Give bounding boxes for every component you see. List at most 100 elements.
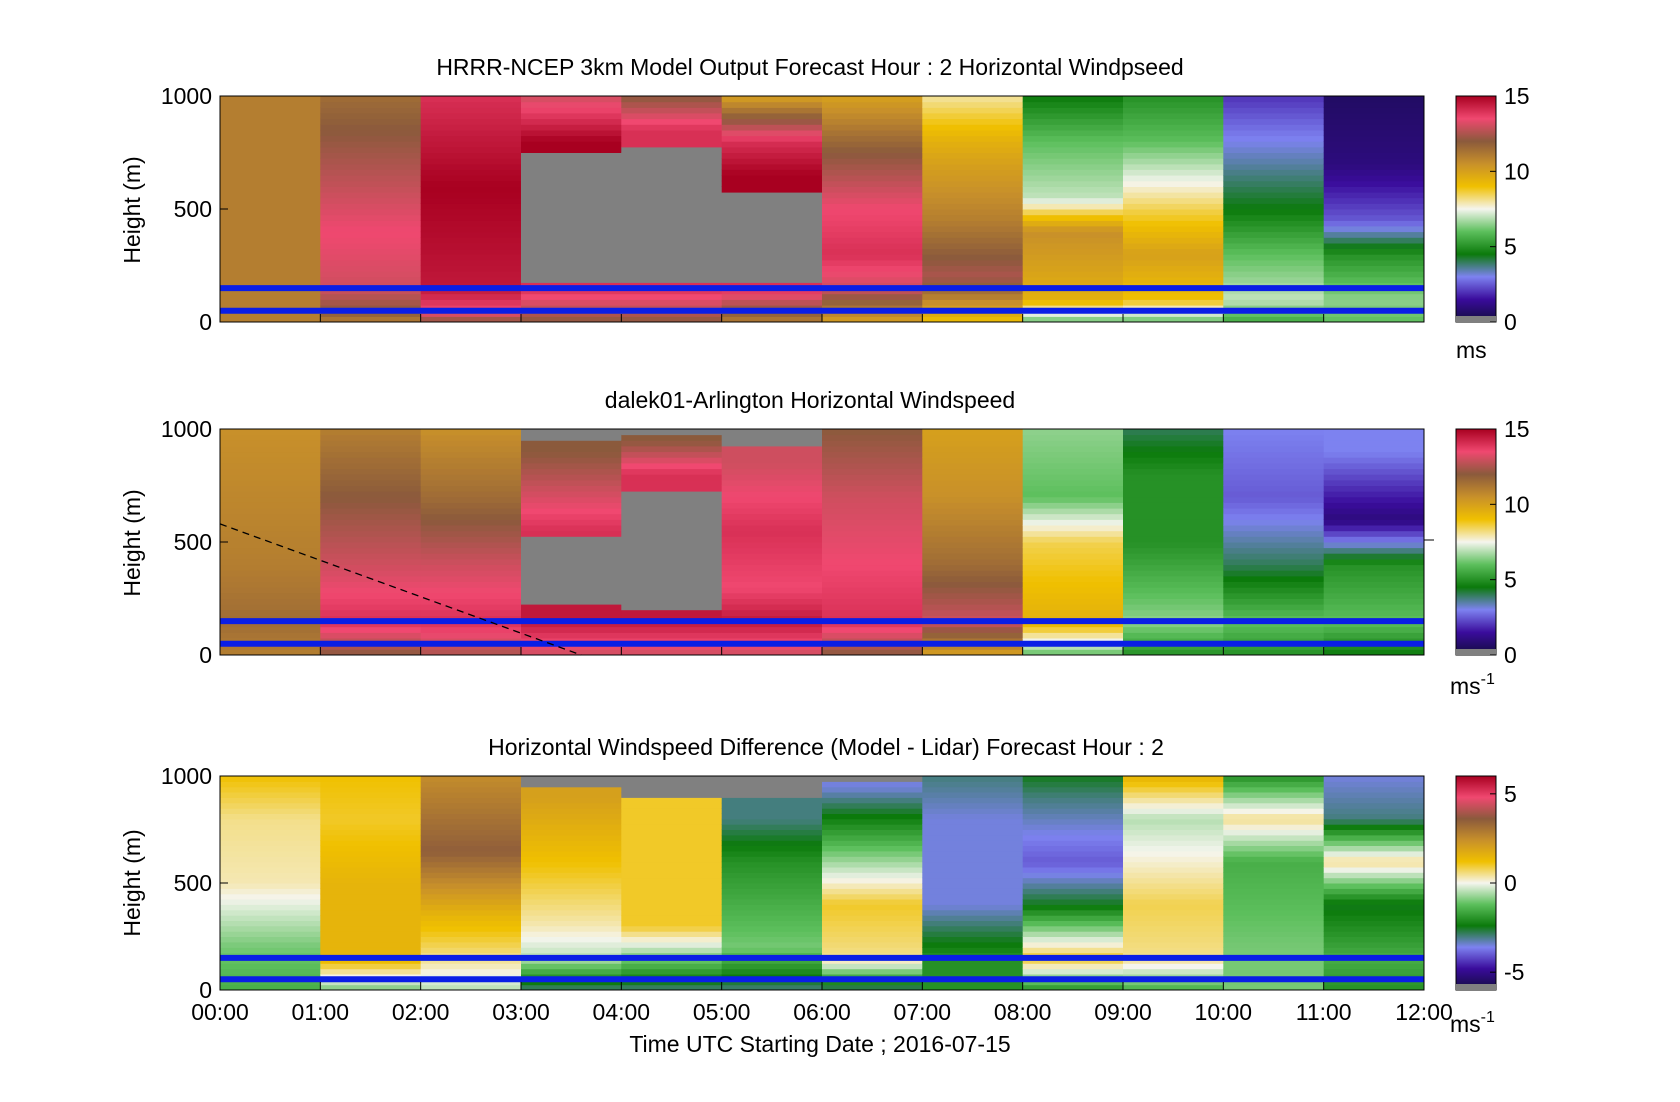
heatmap-cell [420,163,522,170]
heatmap-cell [721,872,823,879]
heatmap-cell [721,429,823,436]
heatmap-cell [521,621,622,628]
heatmap-cell [420,496,522,503]
heatmap-cell [1323,872,1425,879]
heatmap-cell [320,293,422,300]
heatmap-cell [1022,146,1124,153]
heatmap-cell [1123,192,1224,199]
heatmap-cell [922,649,1024,656]
heatmap-cell [220,485,321,492]
heatmap-cell [521,776,622,782]
heatmap-cell [1022,941,1124,948]
heatmap-cell [320,570,422,577]
heatmap-cell [1022,457,1124,464]
heatmap-cell [1223,604,1325,611]
heatmap-cell [1323,288,1425,295]
heatmap-cell [1022,931,1124,937]
heatmap-cell [1022,564,1124,571]
heatmap-cell [220,259,321,266]
heatmap-cell [621,293,723,300]
heatmap-cell [1022,158,1124,165]
heatmap-cell [420,840,522,846]
heatmap-cell [320,107,422,114]
heatmap-cell [621,485,723,492]
heatmap-cell [320,237,422,244]
heatmap-cell [1223,158,1325,165]
heatmap-cell [922,107,1024,114]
y-tick-label: 0 [199,977,212,1003]
colorbar-gradient [1455,95,1497,323]
heatmap-cell [922,872,1024,879]
heatmap-cell [822,856,923,863]
heatmap-cell [1123,845,1224,852]
heatmap-cell [521,462,622,470]
heatmap-cell [621,792,723,798]
heatmap-cell [922,888,1024,895]
heatmap-cell [320,861,422,868]
heatmap-cell [1022,626,1124,633]
heatmap-cell [822,163,923,170]
heatmap-cell [1323,867,1425,873]
heatmap-cell [1123,915,1224,921]
heatmap-cell [1123,451,1224,458]
heatmap-cell [420,271,522,278]
heatmap-cell [521,604,622,611]
heatmap-cell [1123,107,1224,114]
heatmap-cell [521,781,622,788]
heatmap-cell [1022,575,1124,582]
heatmap-cell [1323,621,1425,628]
heatmap-cell [220,609,321,616]
heatmap-cell [320,101,422,108]
heatmap-cell [420,152,522,159]
heatmap-cell [621,861,723,868]
heatmap-cell [721,220,823,227]
heatmap-cell [621,429,723,436]
heatmap-cell [220,867,321,873]
heatmap-cell [621,575,723,582]
heatmap-cell [621,124,723,131]
heatmap-cell [822,792,923,798]
heatmap-cell [1123,129,1224,137]
heatmap-cell [721,824,823,830]
heatmap-cell [220,440,321,447]
heatmap-cell [1223,101,1325,108]
colorbar-ticks: 0 5 10 15 [1490,83,1530,335]
heatmap-cell [822,152,923,159]
dashed-reference-line [219,523,582,656]
heatmap-cell [1223,248,1325,255]
heatmap-cell [822,225,923,233]
heatmap-cell [320,462,422,470]
heatmap-cell [320,491,422,498]
heatmap-cell [922,429,1024,436]
heatmap-cell [1323,802,1425,809]
heatmap-cell [1123,893,1224,900]
heatmap-cell [220,856,321,863]
heatmap-cell [521,786,622,793]
heatmap-cell [721,604,823,611]
heatmap-cell [1123,581,1224,588]
heatmap-cell [420,242,522,250]
heatmap-cell [1223,237,1325,244]
heatmap-cell [1022,169,1124,176]
heatmap-cell [220,146,321,153]
colorbar-unit: ms [1456,337,1487,363]
heatmap-cell [922,547,1024,554]
heatmap-cell [1022,451,1124,458]
heatmap-cell [220,502,321,509]
heatmap-cell [922,209,1024,216]
heatmap-cell [521,553,622,560]
heatmap-cell [721,180,823,187]
heatmap-cell [1123,947,1224,953]
heatmap-cell [1123,592,1224,599]
heatmap-cell [721,169,823,176]
heatmap-cell [320,834,422,841]
heatmap-cell [1123,564,1224,571]
heatmap-cell [822,592,923,599]
heatmap-cell [1323,508,1425,515]
heatmap-cell [721,508,823,515]
heatmap-cell [220,883,321,889]
heatmap-cell [220,288,321,295]
heatmap-cell [521,542,622,549]
heatmap-cell [1123,310,1224,317]
